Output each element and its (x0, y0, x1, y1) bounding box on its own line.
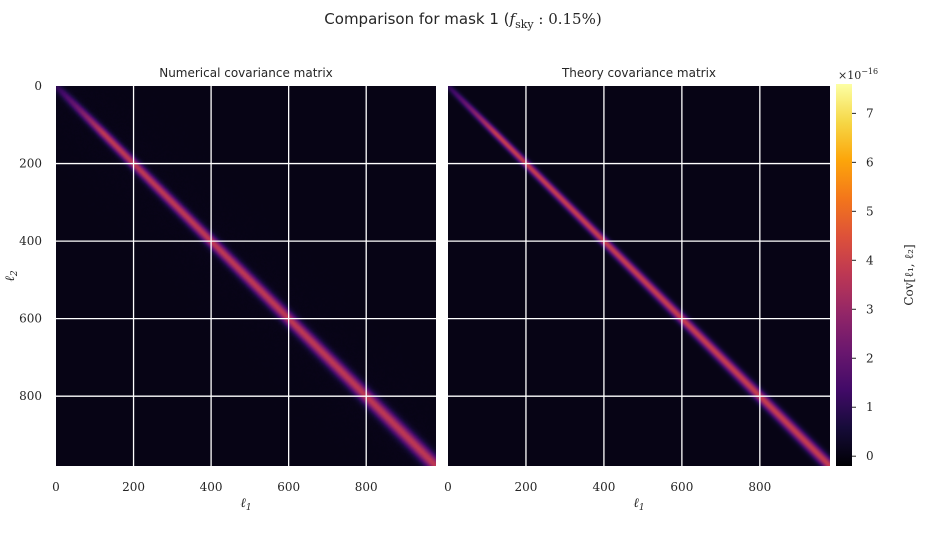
colorbar-gradient (836, 84, 852, 466)
colorbar-tick-label: 5 (866, 204, 874, 218)
panel-theory: Theory covariance matrix 0 200 400 600 800 ℓ… (444, 66, 830, 513)
x-tick-label: 800 (748, 480, 771, 494)
panel-theory-title: Theory covariance matrix (561, 66, 716, 80)
x-tick-label: 600 (670, 480, 693, 494)
x-tick-label: 400 (200, 480, 223, 494)
colorbar: 0 1 2 3 4 5 6 7 ×10−16 Cov[ℓ₁, ℓ₂] (836, 67, 916, 466)
x-tick-label: 200 (515, 480, 538, 494)
y-tick-label: 800 (19, 389, 42, 403)
y-ticks-numerical: 0 200 400 600 800 (19, 79, 42, 403)
x-tick-label: 800 (355, 480, 378, 494)
x-tick-label: 400 (592, 480, 615, 494)
y-tick-label: 0 (34, 79, 42, 93)
colorbar-tick-label: 0 (866, 449, 874, 463)
y-tick-label: 400 (19, 234, 42, 248)
y-tick-label: 600 (19, 312, 42, 326)
colorbar-tick-label: 2 (866, 351, 874, 365)
x-axis-label-numerical: ℓ1 (240, 496, 251, 513)
colorbar-ticks: 0 1 2 3 4 5 6 7 (852, 106, 874, 463)
panel-numerical-title: Numerical covariance matrix (159, 66, 333, 80)
colorbar-tick-label: 1 (866, 400, 874, 414)
colorbar-multiplier: ×10−16 (838, 67, 878, 82)
x-ticks-numerical: 0 200 400 600 800 (52, 480, 377, 494)
colorbar-tick-label: 6 (866, 155, 874, 169)
x-ticks-theory: 0 200 400 600 800 (444, 480, 771, 494)
heatmap-numerical (56, 86, 436, 466)
x-axis-label-theory: ℓ1 (633, 496, 644, 513)
x-tick-label: 600 (277, 480, 300, 494)
x-tick-label: 0 (52, 480, 60, 494)
y-axis-label: ℓ2 (3, 270, 20, 281)
figure-title: Comparison for mask 1 (fsky : 0.15%) (324, 10, 601, 31)
x-tick-label: 200 (122, 480, 145, 494)
colorbar-tick-label: 7 (866, 106, 874, 120)
grid-numerical (56, 86, 436, 466)
grid-theory (448, 86, 830, 466)
x-tick-label: 0 (444, 480, 452, 494)
panel-numerical: Numerical covariance matrix 0 200 400 600 80… (3, 66, 436, 513)
colorbar-tick-label: 4 (866, 253, 874, 267)
colorbar-tick-label: 3 (866, 302, 874, 316)
colorbar-label: Cov[ℓ₁, ℓ₂] (902, 244, 916, 305)
heatmap-theory (448, 86, 830, 466)
y-tick-label: 200 (19, 157, 42, 171)
